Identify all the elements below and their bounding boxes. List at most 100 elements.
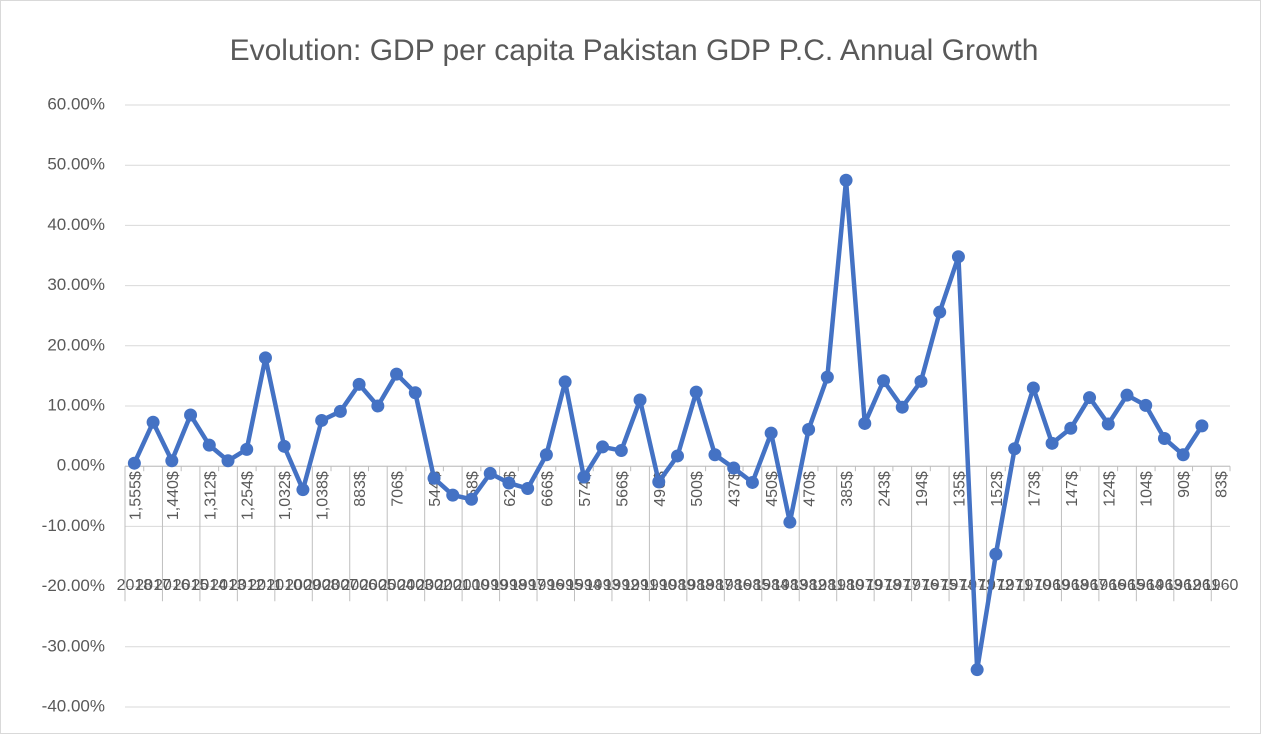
data-point xyxy=(802,422,816,436)
x-tick-label: 1987 xyxy=(697,577,733,594)
x-tick-label: 1979 xyxy=(847,577,883,594)
gdp-label: 385$ xyxy=(839,471,856,507)
data-point xyxy=(895,400,909,414)
gdp-label: 83$ xyxy=(1214,471,1231,498)
y-tick-label: 20.00% xyxy=(47,335,105,354)
data-point xyxy=(258,351,272,365)
x-tick-label: 2007 xyxy=(323,577,359,594)
data-point xyxy=(1008,442,1022,456)
gdp-label: 135$ xyxy=(951,471,968,507)
data-point xyxy=(764,426,778,440)
y-tick-label: 10.00% xyxy=(47,395,105,414)
x-tick-label: 2006 xyxy=(341,577,377,594)
data-point xyxy=(165,454,179,468)
x-tick-label: 1985 xyxy=(735,577,771,594)
x-tick-label: 2012 xyxy=(229,577,265,594)
y-tick-label: 60.00% xyxy=(47,94,105,113)
x-tick-label: 1994 xyxy=(566,577,602,594)
data-point xyxy=(202,438,216,452)
x-tick-label: 1971 xyxy=(997,577,1033,594)
y-tick-label: -10.00% xyxy=(42,516,105,535)
data-point xyxy=(390,367,404,381)
gdp-label: 90$ xyxy=(1176,471,1193,498)
data-point xyxy=(1101,417,1115,431)
x-tick-label: 1967 xyxy=(1072,577,1108,594)
x-tick-label: 2000 xyxy=(454,577,490,594)
x-tick-label: 1984 xyxy=(753,577,789,594)
x-tick-label: 2011 xyxy=(248,577,283,594)
x-tick-label: 1974 xyxy=(941,577,977,594)
gdp-label: 1,312$ xyxy=(202,471,219,520)
x-tick-label: 1988 xyxy=(678,577,714,594)
data-point xyxy=(483,466,497,480)
x-tick-label: 1993 xyxy=(585,577,621,594)
data-point xyxy=(708,448,722,462)
data-point xyxy=(820,370,834,384)
x-tick-label: 2018 xyxy=(117,577,153,594)
data-point xyxy=(427,471,441,485)
data-point xyxy=(577,470,591,484)
x-tick-label: 1976 xyxy=(903,577,939,594)
data-point xyxy=(502,476,516,490)
data-point xyxy=(558,375,572,389)
gdp-label: 147$ xyxy=(1064,471,1081,507)
gdp-label: 470$ xyxy=(802,471,819,507)
y-tick-label: 40.00% xyxy=(47,215,105,234)
data-point xyxy=(1026,381,1040,395)
line-series xyxy=(132,178,1204,672)
y-tick-label: 0.00% xyxy=(57,456,105,475)
x-tick-label: 1991 xyxy=(622,577,658,594)
data-point xyxy=(315,413,329,427)
x-tick-label: 1990 xyxy=(641,577,677,594)
gdp-label: 566$ xyxy=(614,471,631,507)
gdp-label: 706$ xyxy=(390,471,407,507)
data-point xyxy=(689,385,703,399)
data-point xyxy=(352,377,366,391)
x-tick-label: 2002 xyxy=(416,577,452,594)
x-tick-label: 2008 xyxy=(304,577,340,594)
gdp-label: 124$ xyxy=(1101,471,1118,507)
x-tick-label: 2009 xyxy=(285,577,321,594)
data-point xyxy=(970,663,984,677)
data-point xyxy=(464,492,478,506)
data-point xyxy=(858,416,872,430)
data-point xyxy=(989,547,1003,561)
gdp-label: 450$ xyxy=(764,471,781,507)
x-tick-label: 1970 xyxy=(1016,577,1052,594)
x-tick-label: 1965 xyxy=(1109,577,1145,594)
gdp-label: 1,254$ xyxy=(240,471,257,520)
data-point xyxy=(408,386,422,400)
data-point xyxy=(521,481,535,495)
data-point xyxy=(1064,421,1078,435)
x-tick-label: 1968 xyxy=(1053,577,1089,594)
x-tick-label: 2001 xyxy=(435,577,471,594)
x-tick-label: 1969 xyxy=(1034,577,1070,594)
data-point xyxy=(596,440,610,454)
x-tick-label: 2005 xyxy=(360,577,396,594)
data-point xyxy=(277,439,291,453)
x-tick-label: 1964 xyxy=(1128,577,1164,594)
gdp-label: 1,032$ xyxy=(277,471,294,520)
x-tick-label: 2016 xyxy=(154,577,190,594)
x-tick-label: 1966 xyxy=(1090,577,1126,594)
gdp-label: 883$ xyxy=(352,471,369,507)
x-tick-label: 1983 xyxy=(772,577,808,594)
data-point xyxy=(221,454,235,468)
data-point xyxy=(184,408,198,422)
data-point xyxy=(745,475,759,489)
data-point xyxy=(446,488,460,502)
data-point xyxy=(296,483,310,497)
data-point xyxy=(727,461,741,475)
x-tick-label: 1977 xyxy=(884,577,920,594)
x-tick-label: 1989 xyxy=(660,577,696,594)
data-point xyxy=(671,449,684,463)
data-point xyxy=(1157,432,1171,446)
data-point xyxy=(1195,419,1209,433)
data-point xyxy=(933,305,947,319)
gdp-label: 1,440$ xyxy=(165,471,182,520)
data-point xyxy=(1176,448,1190,462)
data-point xyxy=(1139,398,1153,412)
